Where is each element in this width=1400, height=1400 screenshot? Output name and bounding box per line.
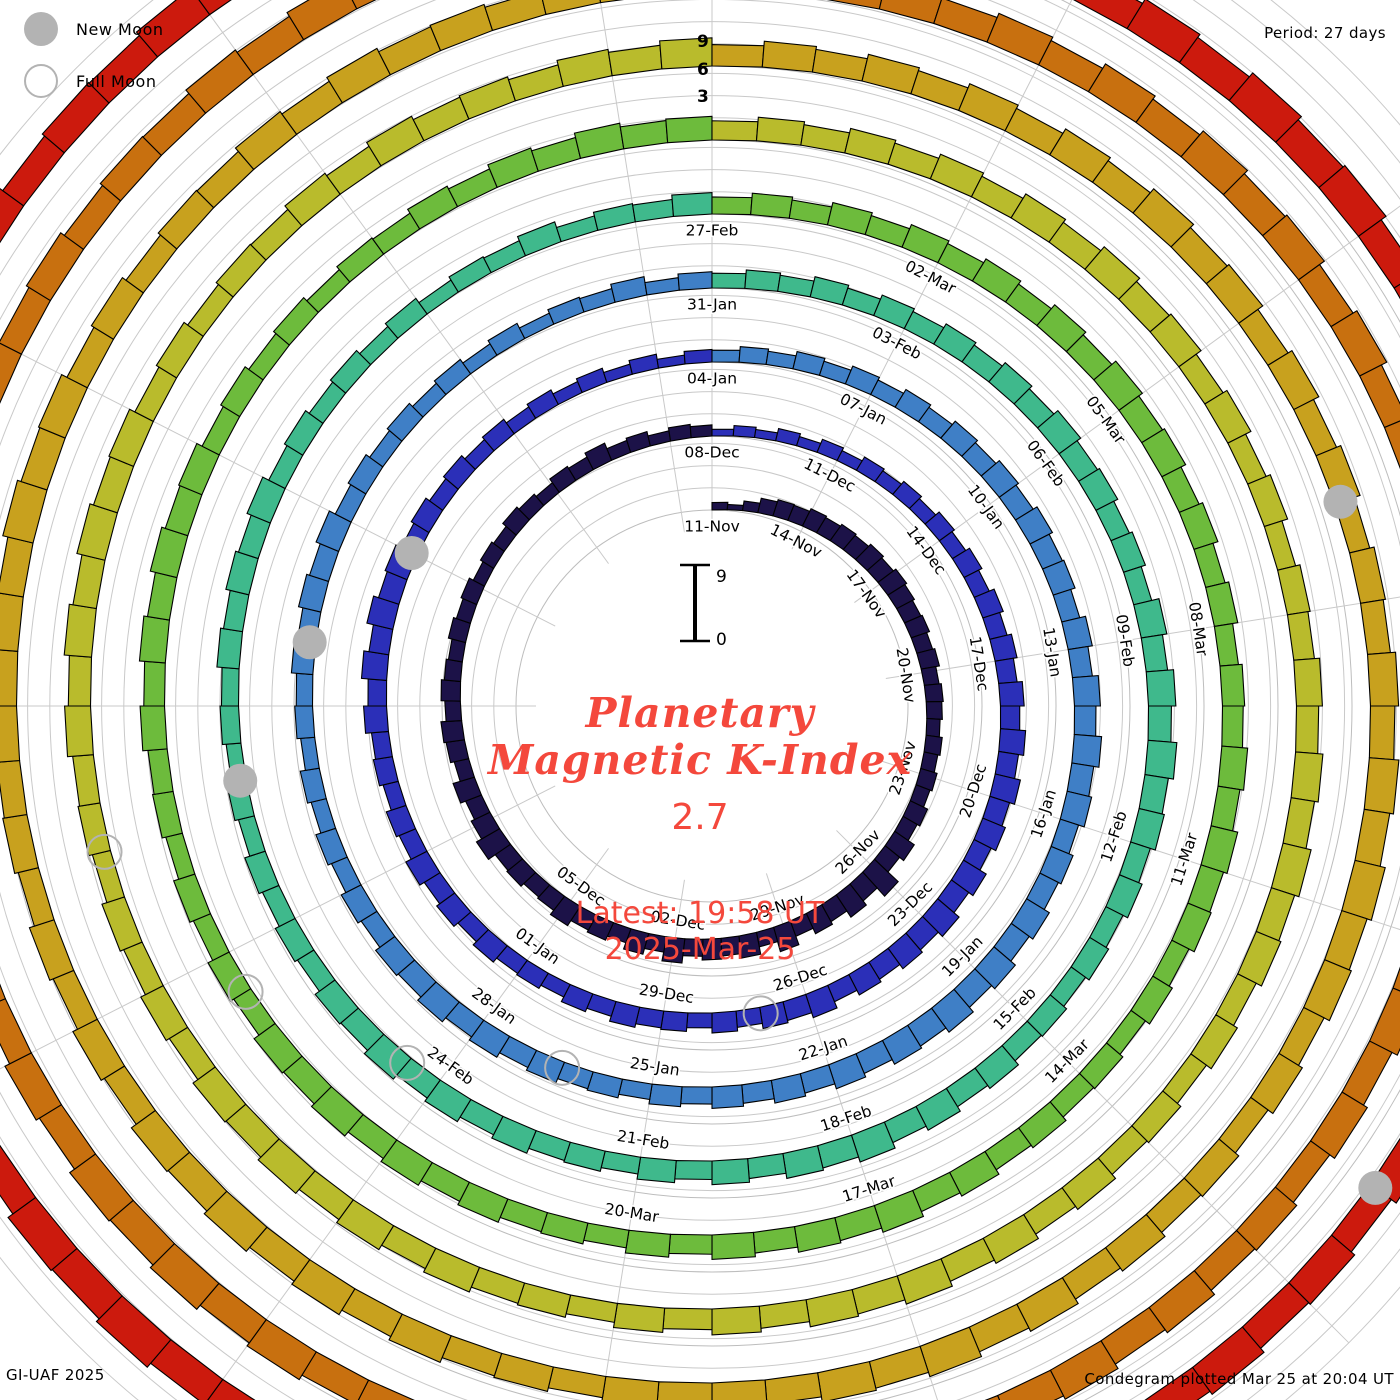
date-label: 04-Jan bbox=[687, 370, 737, 388]
amplitude-scalebar-icon bbox=[680, 563, 710, 643]
date-label: 29-Dec bbox=[638, 981, 695, 1007]
date-label: 20-Nov bbox=[892, 646, 918, 704]
radial-tick-6: 6 bbox=[697, 60, 709, 80]
period-note: Period: 27 days bbox=[1264, 24, 1386, 42]
legend-item-full-moon: Full Moon bbox=[24, 64, 156, 98]
scalebar-label-top: 9 bbox=[716, 567, 727, 587]
date-label: 16-Jan bbox=[1027, 787, 1060, 840]
radial-tick-9: 9 bbox=[697, 32, 709, 52]
legend-label-full-moon: Full Moon bbox=[76, 71, 157, 91]
date-label: 09-Feb bbox=[1112, 613, 1138, 668]
date-label: 02-Dec bbox=[649, 907, 706, 933]
date-label: 11-Nov bbox=[684, 518, 740, 536]
date-label: 25-Jan bbox=[629, 1054, 681, 1080]
date-label: 31-Jan bbox=[687, 296, 737, 314]
legend-label-new-moon: New Moon bbox=[76, 19, 164, 39]
date-label: 27-Feb bbox=[686, 222, 739, 240]
credit-left: GI-UAF 2025 bbox=[6, 1366, 105, 1384]
date-label: 21-Feb bbox=[616, 1127, 671, 1153]
credit-right: Condegram plotted Mar 25 at 20:04 UT bbox=[1084, 1370, 1394, 1388]
radial-tick-3: 3 bbox=[697, 87, 709, 107]
legend-item-new-moon: New Moon bbox=[24, 12, 164, 46]
date-label: 17-Dec bbox=[966, 635, 992, 692]
date-label: 08-Dec bbox=[684, 444, 739, 462]
scalebar-label-bottom: 0 bbox=[716, 630, 727, 650]
date-label: 13-Jan bbox=[1039, 626, 1065, 678]
full-moon-icon bbox=[24, 64, 58, 98]
date-label: 20-Mar bbox=[603, 1200, 660, 1226]
new-moon-icon bbox=[24, 12, 58, 46]
date-label: 08-Mar bbox=[1185, 601, 1211, 658]
moon-marker-group bbox=[86, 484, 1393, 1205]
